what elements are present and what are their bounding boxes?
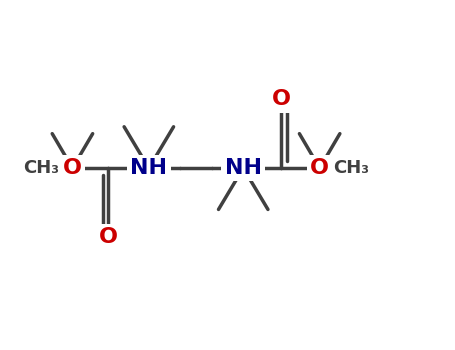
Text: NH: NH [225, 158, 262, 178]
Text: O: O [310, 158, 329, 178]
Text: O: O [63, 158, 82, 178]
Text: CH₃: CH₃ [333, 159, 369, 177]
Text: NH: NH [130, 158, 167, 178]
Text: O: O [272, 89, 291, 109]
Text: O: O [99, 227, 118, 247]
Text: CH₃: CH₃ [23, 159, 59, 177]
